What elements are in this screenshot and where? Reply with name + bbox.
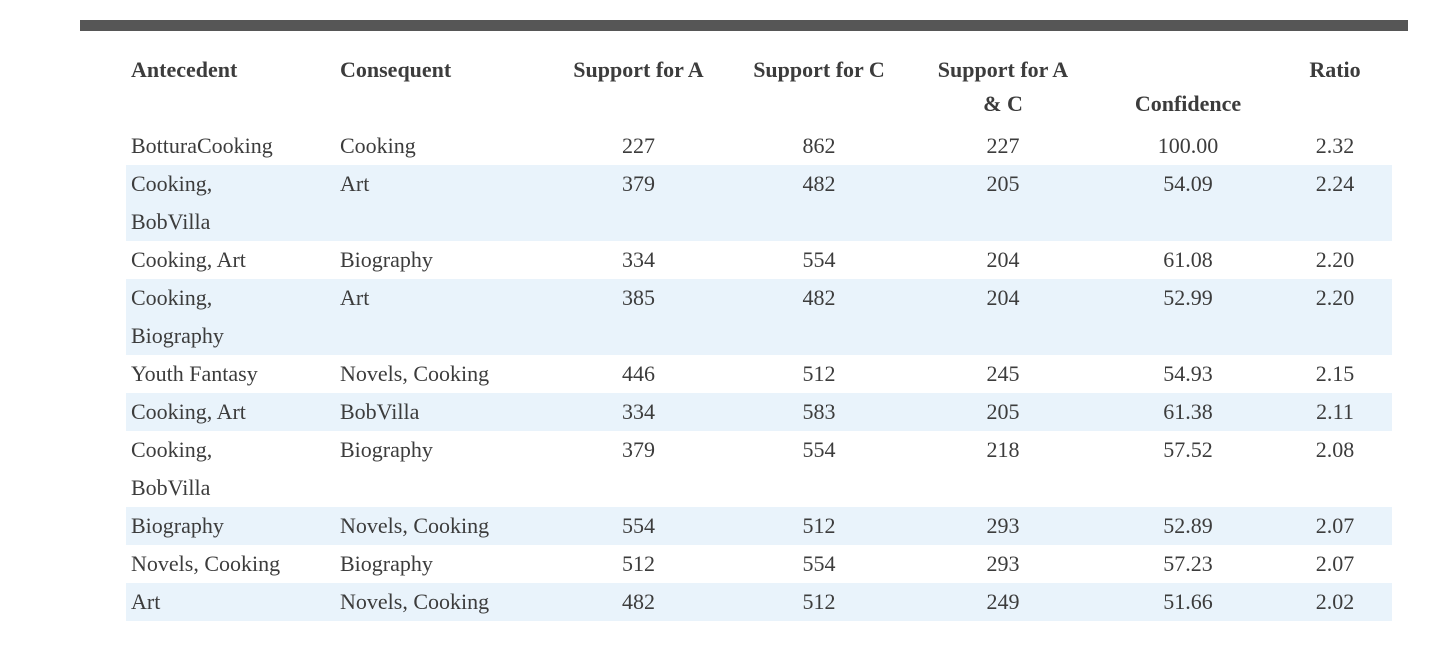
cell-support-c: 554	[802, 551, 836, 576]
cell-support-c: 554	[802, 437, 836, 462]
cell-support-a-and-c: 293	[986, 513, 1020, 538]
table-row: Cooking, BobVilla Art 379 482 205 54.09 …	[126, 165, 1392, 241]
table-body: BotturaCooking Cooking 227 862 227 100.0…	[126, 127, 1392, 621]
column-header-support-a-and-c-line1: Support for A	[937, 57, 1069, 82]
cell-antecedent: Biography	[131, 513, 224, 538]
column-header-support-a: Support for A	[573, 57, 704, 82]
cell-confidence: 54.93	[1163, 361, 1213, 386]
column-header-ratio: Ratio	[1309, 57, 1361, 82]
cell-support-a-and-c: 205	[986, 171, 1020, 196]
cell-support-a-and-c: 218	[986, 437, 1020, 462]
cell-support-a: 512	[622, 551, 655, 576]
cell-consequent: Art	[340, 285, 370, 310]
cell-confidence: 52.89	[1163, 513, 1213, 538]
cell-antecedent: Cooking, Art	[131, 399, 246, 424]
table-top-rule	[80, 20, 1408, 31]
cell-support-c: 512	[802, 589, 836, 614]
column-header-antecedent: Antecedent	[131, 57, 238, 82]
cell-confidence: 57.23	[1163, 551, 1213, 576]
column-header-support-c: Support for C	[753, 57, 885, 82]
cell-confidence: 54.09	[1163, 171, 1213, 196]
cell-antecedent: Youth Fantasy	[131, 361, 258, 386]
column-header-confidence: Confidence	[1134, 91, 1242, 116]
cell-support-c: 482	[802, 285, 836, 310]
header-row: Antecedent Consequent Support for A Supp…	[126, 53, 1392, 127]
column-header-support-a-and-c: Support for A & C	[908, 53, 1098, 127]
table-row: Cooking, Art BobVilla 334 583 205 61.38 …	[126, 393, 1392, 431]
cell-antecedent: BotturaCooking	[131, 133, 273, 158]
cell-confidence: 100.00	[1157, 133, 1219, 158]
cell-support-c: 862	[802, 133, 836, 158]
association-rules-table: Antecedent Consequent Support for A Supp…	[126, 53, 1392, 621]
cell-ratio: 2.07	[1315, 551, 1355, 576]
cell-confidence: 57.52	[1163, 437, 1213, 462]
cell-support-a-and-c: 204	[986, 285, 1020, 310]
table-row: Cooking, BobVilla Biography 379 554 218 …	[126, 431, 1392, 507]
cell-ratio: 2.15	[1315, 361, 1355, 386]
cell-support-a: 334	[622, 247, 655, 272]
table-header: Antecedent Consequent Support for A Supp…	[126, 53, 1392, 127]
cell-consequent: Art	[340, 171, 370, 196]
cell-antecedent: Cooking, BobVilla	[131, 171, 213, 234]
cell-confidence: 61.38	[1163, 399, 1213, 424]
cell-consequent: Biography	[340, 437, 433, 462]
cell-consequent: Novels, Cooking	[340, 589, 490, 614]
cell-ratio: 2.20	[1315, 285, 1355, 310]
cell-support-a-and-c: 227	[986, 133, 1020, 158]
table-row: Youth Fantasy Novels, Cooking 446 512 24…	[126, 355, 1392, 393]
table-row: Art Novels, Cooking 482 512 249 51.66 2.…	[126, 583, 1392, 621]
cell-consequent: BobVilla	[340, 399, 420, 424]
cell-support-c: 512	[802, 361, 836, 386]
cell-ratio: 2.11	[1316, 399, 1354, 424]
cell-support-a-and-c: 205	[986, 399, 1020, 424]
cell-support-c: 512	[802, 513, 836, 538]
cell-ratio: 2.02	[1315, 589, 1355, 614]
column-header-support-a-and-c-line2: & C	[983, 91, 1023, 116]
cell-support-a: 334	[622, 399, 655, 424]
cell-antecedent: Cooking, Biography	[131, 285, 224, 348]
cell-support-a: 227	[622, 133, 655, 158]
cell-ratio: 2.32	[1315, 133, 1355, 158]
cell-consequent: Biography	[340, 551, 433, 576]
cell-ratio: 2.08	[1315, 437, 1355, 462]
cell-support-a: 446	[622, 361, 655, 386]
cell-consequent: Novels, Cooking	[340, 513, 490, 538]
cell-consequent: Cooking	[340, 133, 416, 158]
cell-consequent: Novels, Cooking	[340, 361, 490, 386]
cell-support-a: 379	[622, 437, 655, 462]
cell-support-a-and-c: 204	[986, 247, 1020, 272]
cell-support-a: 482	[622, 589, 655, 614]
cell-ratio: 2.20	[1315, 247, 1355, 272]
cell-ratio: 2.07	[1315, 513, 1355, 538]
cell-confidence: 52.99	[1163, 285, 1213, 310]
cell-support-c: 482	[802, 171, 836, 196]
table-row: Novels, Cooking Biography 512 554 293 57…	[126, 545, 1392, 583]
column-header-consequent: Consequent	[340, 57, 452, 82]
cell-consequent: Biography	[340, 247, 433, 272]
cell-antecedent: Novels, Cooking	[131, 551, 281, 576]
cell-support-a-and-c: 249	[986, 589, 1020, 614]
table-row: BotturaCooking Cooking 227 862 227 100.0…	[126, 127, 1392, 165]
cell-support-a-and-c: 293	[986, 551, 1020, 576]
cell-support-a: 379	[622, 171, 655, 196]
table-row: Biography Novels, Cooking 554 512 293 52…	[126, 507, 1392, 545]
cell-support-c: 583	[802, 399, 836, 424]
cell-support-a: 554	[622, 513, 655, 538]
cell-confidence: 61.08	[1163, 247, 1213, 272]
table-row: Cooking, Art Biography 334 554 204 61.08…	[126, 241, 1392, 279]
cell-antecedent: Cooking, Art	[131, 247, 246, 272]
cell-support-a-and-c: 245	[986, 361, 1020, 386]
cell-support-c: 554	[802, 247, 836, 272]
cell-confidence: 51.66	[1163, 589, 1213, 614]
cell-ratio: 2.24	[1315, 171, 1355, 196]
table-row: Cooking, Biography Art 385 482 204 52.99…	[126, 279, 1392, 355]
cell-support-a: 385	[622, 285, 655, 310]
cell-antecedent: Cooking, BobVilla	[131, 437, 213, 500]
cell-antecedent: Art	[131, 589, 161, 614]
